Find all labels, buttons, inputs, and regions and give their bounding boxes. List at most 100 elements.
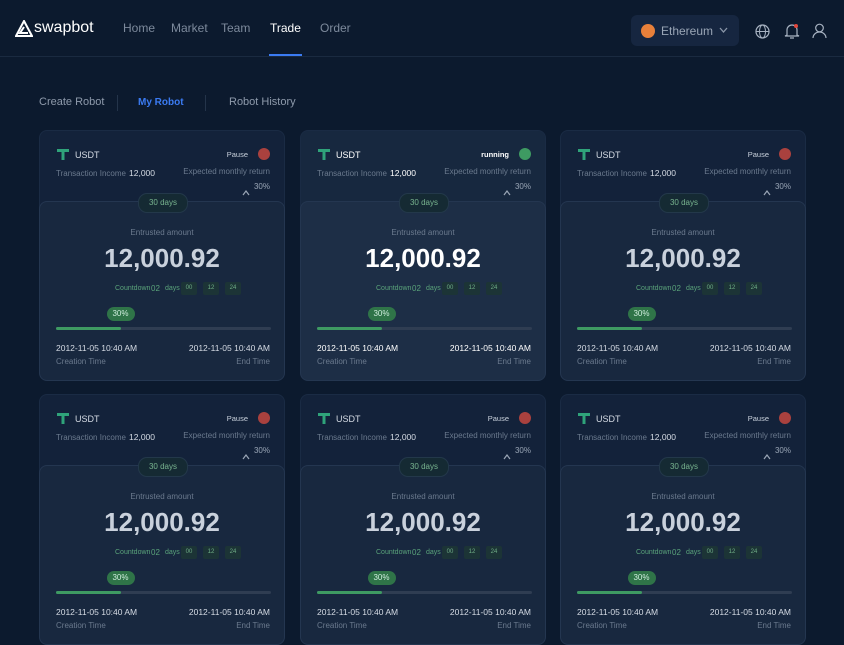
status-button[interactable] (779, 148, 791, 160)
expected-return: 30% (253, 182, 270, 191)
amount-label: Entrusted amount (391, 228, 455, 237)
countdown-days: 02 (151, 284, 160, 293)
progress-fill (56, 327, 121, 330)
countdown-days: 02 (672, 548, 681, 557)
duration-pill: 30 days (399, 457, 449, 477)
income: 12,000 (129, 168, 155, 178)
start-label: Creation Time (56, 621, 106, 630)
tab-active[interactable]: My Robot (138, 97, 184, 108)
robot-card: USDT running Transaction Income 12,000 Expec… (300, 130, 546, 381)
amount: 12,000.92 (104, 507, 220, 537)
logo: swapbot (34, 19, 94, 36)
status: Pause (747, 150, 769, 159)
status: Pause (226, 150, 248, 159)
up-arrow (242, 183, 250, 196)
robot-card: USDT Pause Transaction Income 12,000 Expecte… (300, 394, 546, 645)
coin-icon (577, 411, 591, 425)
progress-track (317, 591, 532, 594)
status: Pause (487, 414, 509, 423)
return-label: Expected monthly return (704, 431, 791, 440)
progress-pill: 30% (106, 307, 135, 321)
amount: 12,000.92 (625, 243, 741, 273)
start-time: 2012-11-05 10:40 AM (56, 607, 138, 617)
coin-icon (577, 147, 591, 161)
status-button[interactable] (779, 412, 791, 424)
end-time: 2012-11-05 10:40 AM (188, 607, 270, 617)
return-label: Expected monthly return (183, 167, 270, 176)
countdown-box: 24 (225, 546, 241, 559)
progress-pill: 30% (627, 307, 656, 321)
status-button[interactable] (519, 412, 531, 424)
progress-fill (317, 327, 382, 330)
progress-track (577, 327, 792, 330)
robot-card: USDT Pause Transaction Income 12,000 Expecte… (39, 394, 285, 645)
start-time: 2012-11-05 10:40 AM (577, 343, 659, 353)
status-button[interactable] (258, 412, 270, 424)
chevron (719, 27, 728, 33)
progress-fill (317, 591, 382, 594)
start-time: 2012-11-05 10:40 AM (577, 607, 659, 617)
end-label: End Time (757, 621, 791, 630)
progress-fill (56, 591, 121, 594)
logo-icon (15, 20, 33, 37)
up-arrow (763, 183, 771, 196)
days-label: days (686, 285, 701, 292)
user-icon[interactable] (812, 23, 827, 39)
expected-return: 30% (774, 182, 791, 191)
robot-card: USDT Pause Transaction Income 12,000 Expecte… (39, 130, 285, 381)
up-arrow (503, 447, 511, 460)
end-label: End Time (236, 621, 270, 630)
progress-track (317, 327, 532, 330)
coin-name: USDT (596, 150, 621, 160)
return-label: Expected monthly return (183, 431, 270, 440)
network-select[interactable]: Ethereum (631, 15, 739, 46)
expected-return: 30% (514, 446, 531, 455)
end-label: End Time (757, 357, 791, 366)
income: 12,000 (129, 432, 155, 442)
up-arrow (763, 447, 771, 460)
coin-name: USDT (75, 414, 100, 424)
globe-icon[interactable] (755, 24, 770, 39)
amount-label: Entrusted amount (651, 492, 715, 501)
coin-name: USDT (336, 150, 361, 160)
countdown-box: 12 (203, 282, 219, 295)
countdown-box: 24 (225, 282, 241, 295)
days-label: days (686, 549, 701, 556)
network-icon (641, 24, 655, 38)
end-time: 2012-11-05 10:40 AM (449, 607, 531, 617)
tab[interactable]: Robot History (229, 96, 296, 108)
coin-name: USDT (336, 414, 361, 424)
countdown-box: 12 (724, 546, 740, 559)
amount: 12,000.92 (625, 507, 741, 537)
countdown-box: 00 (181, 546, 197, 559)
income-label: Transaction Income (317, 169, 387, 178)
amount: 12,000.92 (365, 507, 481, 537)
progress-fill (577, 591, 642, 594)
tab[interactable]: Create Robot (39, 96, 105, 108)
countdown-box: 24 (746, 546, 762, 559)
end-label: End Time (497, 621, 531, 630)
nav-item[interactable]: Order (320, 21, 351, 35)
amount-label: Entrusted amount (651, 228, 715, 237)
end-time: 2012-11-05 10:40 AM (188, 343, 270, 353)
detail-panel (39, 201, 285, 381)
nav-item-active[interactable]: Trade (270, 21, 301, 35)
countdown-days: 02 (412, 284, 421, 293)
countdown-box: 12 (464, 546, 480, 559)
nav-item[interactable]: Team (221, 21, 251, 35)
status-button[interactable] (519, 148, 531, 160)
page: swapbot Home Market Team Trade Order Eth… (0, 15, 844, 645)
bell-icon[interactable] (784, 23, 800, 40)
duration-pill: 30 days (138, 193, 188, 213)
end-label: End Time (497, 357, 531, 366)
nav-item[interactable]: Home (123, 21, 156, 35)
status-button[interactable] (258, 148, 270, 160)
coin-name: USDT (75, 150, 100, 160)
expected-return: 30% (253, 446, 270, 455)
end-time: 2012-11-05 10:40 AM (449, 343, 531, 353)
days-label: days (426, 285, 441, 292)
return-label: Expected monthly return (444, 431, 531, 440)
days-label: days (426, 549, 441, 556)
nav-item[interactable]: Market (171, 21, 208, 35)
robot-card: USDT Pause Transaction Income 12,000 Expecte… (560, 394, 806, 645)
